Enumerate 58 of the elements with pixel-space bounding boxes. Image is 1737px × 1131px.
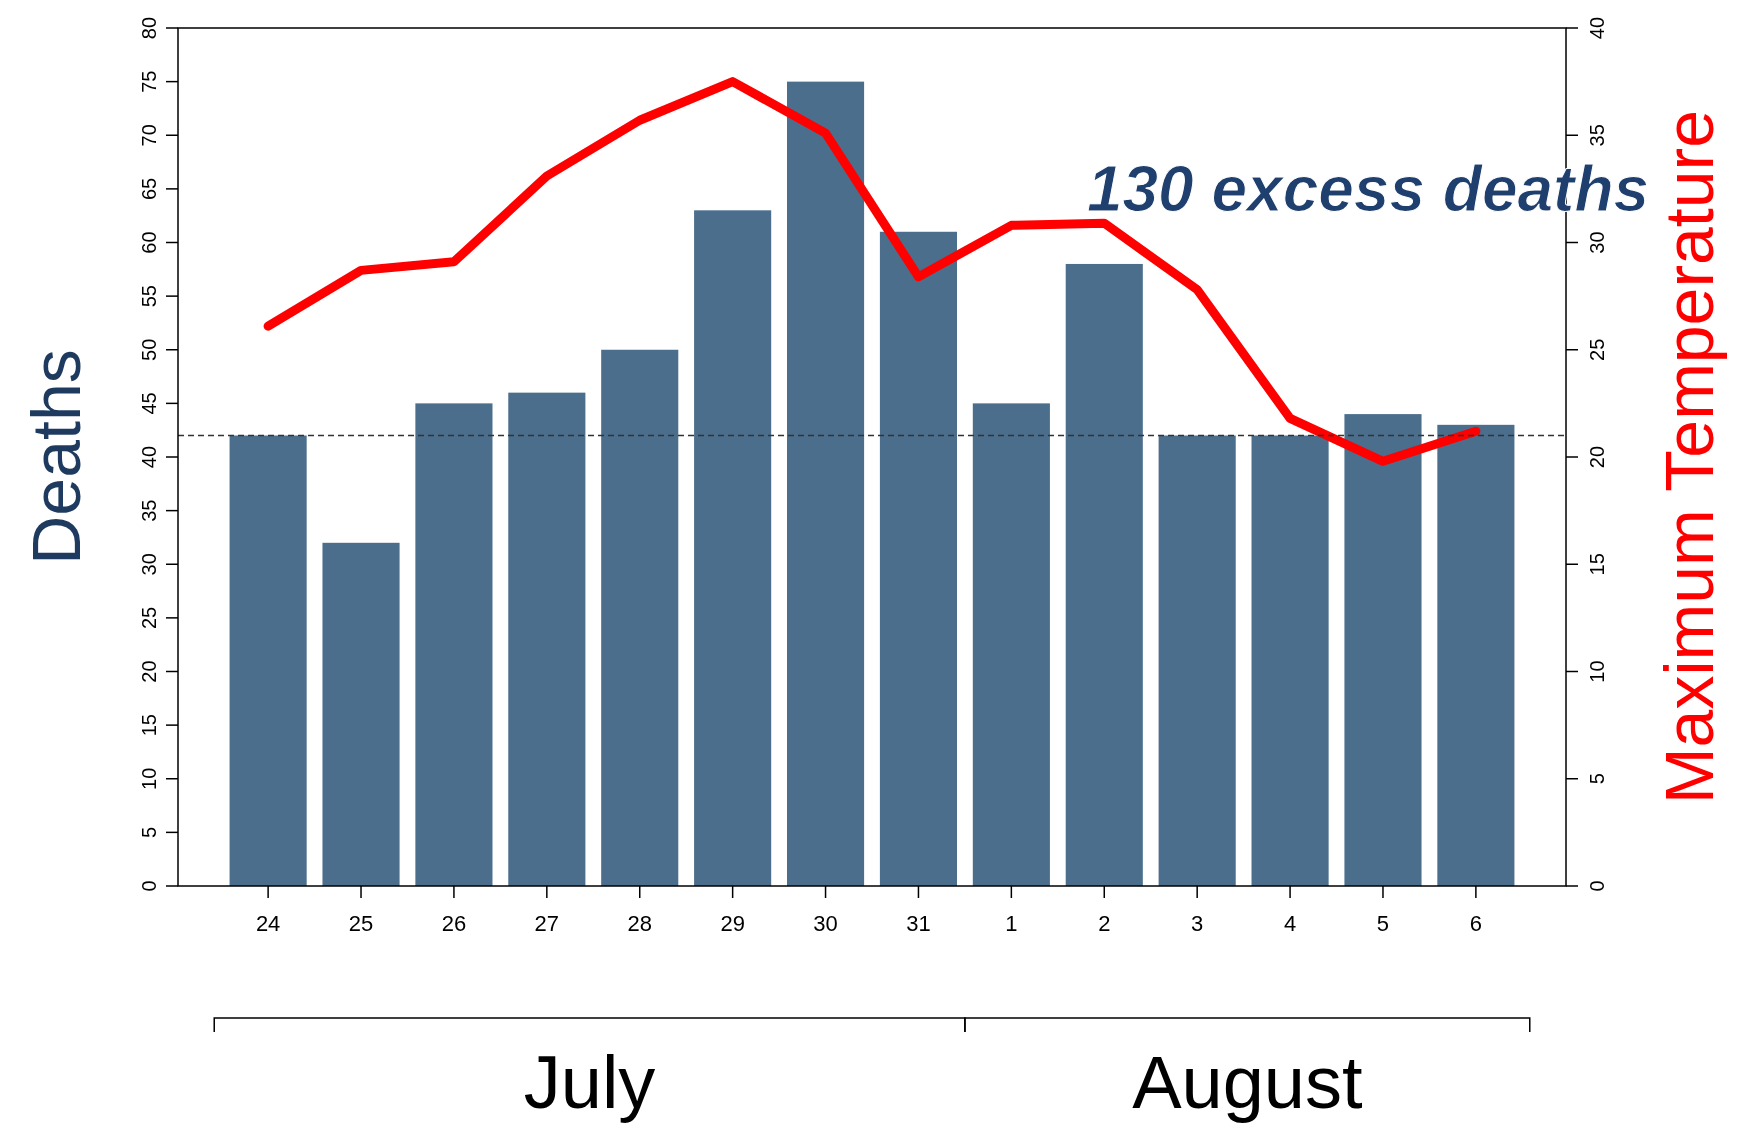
y2-tick-label: 0 — [1586, 880, 1608, 892]
y2-tick-label: 40 — [1586, 16, 1608, 40]
bar — [972, 403, 1050, 886]
bar — [1158, 435, 1236, 886]
y2-tick-label: 10 — [1586, 660, 1608, 683]
bar — [879, 231, 958, 886]
y-tick-label: 0 — [138, 880, 160, 892]
bar — [1251, 435, 1329, 886]
y-tick-label: 25 — [138, 606, 160, 629]
y-tick-label: 60 — [138, 231, 160, 254]
x-tick-label: 4 — [1283, 911, 1297, 936]
x-tick-label: 29 — [720, 911, 745, 936]
bar — [415, 403, 493, 886]
y-tick-label: 30 — [138, 553, 160, 576]
y-tick-label: 10 — [138, 767, 160, 790]
x-tick-label: 6 — [1469, 911, 1483, 936]
bar — [786, 81, 865, 886]
text: August — [1132, 1041, 1363, 1124]
bar — [1437, 424, 1515, 886]
x-tick-label: 30 — [813, 911, 838, 936]
bar — [694, 210, 772, 886]
bar — [229, 435, 307, 886]
y-tick-label: 45 — [138, 392, 160, 415]
text: July — [523, 1041, 656, 1124]
bar — [508, 392, 586, 886]
x-tick-label: 28 — [627, 911, 652, 936]
y-tick-label: 65 — [138, 177, 160, 200]
y-tick-label: 15 — [138, 714, 160, 737]
bar — [601, 349, 679, 886]
bar — [1344, 414, 1422, 886]
y2-tick-label: 30 — [1586, 231, 1608, 254]
y-axis-title: Deaths — [18, 349, 94, 565]
y2-tick-label: 15 — [1586, 553, 1608, 576]
y2-tick-label: 20 — [1586, 445, 1608, 469]
y-tick-label: 35 — [138, 499, 160, 522]
y-tick-label: 40 — [138, 445, 160, 469]
x-tick-label: 1 — [1005, 911, 1018, 936]
x-tick-label: 25 — [348, 911, 374, 936]
y-tick-label: 50 — [138, 338, 160, 361]
x-tick-label: 3 — [1191, 911, 1204, 936]
x-tick-label: 5 — [1376, 911, 1390, 936]
x-tick-label: 26 — [441, 911, 467, 936]
y2-tick-label: 25 — [1586, 338, 1608, 361]
y2-tick-label: 5 — [1586, 773, 1608, 785]
y-tick-label: 5 — [138, 826, 160, 838]
x-tick-label: 31 — [906, 911, 931, 936]
bar — [1065, 263, 1143, 886]
y-tick-label: 80 — [138, 16, 160, 40]
y-tick-label: 20 — [138, 660, 160, 683]
y-tick-label: 75 — [138, 70, 160, 93]
y2-tick-label: 35 — [1586, 124, 1608, 147]
bar — [322, 542, 400, 886]
x-tick-label: 2 — [1098, 911, 1111, 936]
y-tick-label: 70 — [138, 124, 160, 147]
y-tick-label: 55 — [138, 285, 160, 308]
x-tick-label: 27 — [534, 911, 560, 936]
y2-axis-title: Maximum Temperature — [1651, 109, 1727, 805]
x-tick-label: 24 — [255, 911, 281, 936]
